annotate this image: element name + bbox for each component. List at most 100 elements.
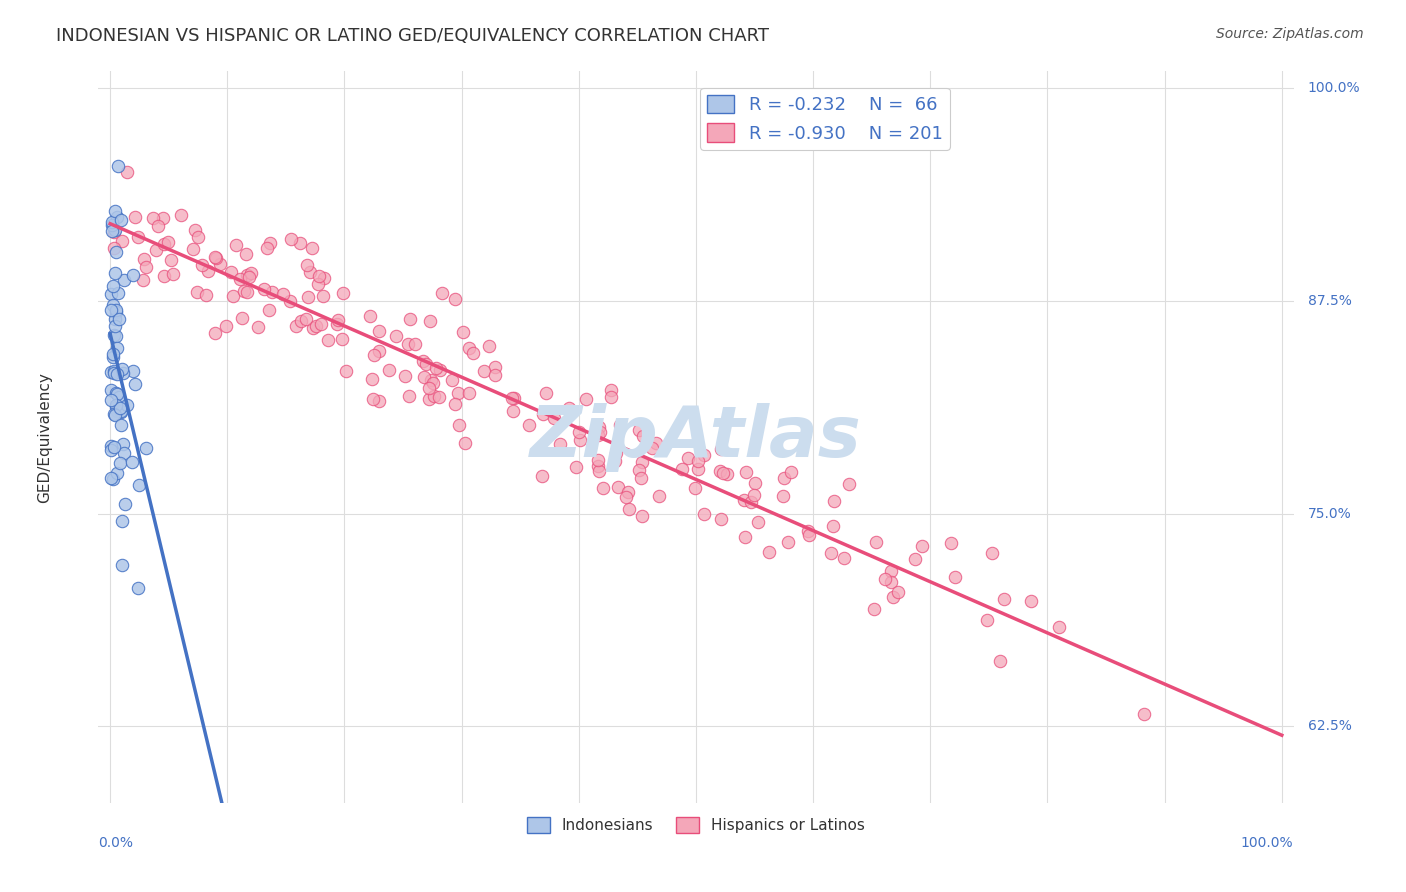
Point <box>686 454 709 468</box>
Text: Source: ZipAtlas.com: Source: ZipAtlas.com <box>1216 27 1364 41</box>
Point <box>484 360 506 375</box>
Point <box>693 448 716 462</box>
Point <box>107 390 129 404</box>
Point <box>543 411 565 425</box>
Point <box>103 311 125 326</box>
Point <box>419 373 441 387</box>
Point <box>326 317 349 331</box>
Point <box>880 564 903 578</box>
Point <box>418 381 440 395</box>
Point <box>588 428 610 442</box>
Point <box>1047 620 1070 634</box>
Point <box>863 602 886 616</box>
Point <box>103 367 125 381</box>
Point <box>605 446 627 460</box>
Point <box>105 304 128 318</box>
Point <box>454 436 477 450</box>
Text: 0.0%: 0.0% <box>98 836 134 850</box>
Point <box>501 391 523 405</box>
Point <box>146 219 169 233</box>
Point <box>630 470 652 484</box>
Point <box>911 540 934 554</box>
Point <box>440 372 463 386</box>
Point <box>153 236 176 251</box>
Point <box>609 418 631 433</box>
Point <box>614 491 637 505</box>
Point <box>484 368 506 382</box>
Point <box>430 286 453 301</box>
Point <box>627 423 650 437</box>
Point <box>135 441 157 455</box>
Point <box>295 258 318 272</box>
Point <box>225 238 247 252</box>
Point <box>797 528 820 542</box>
Point <box>184 223 207 237</box>
Point <box>112 437 135 451</box>
Point <box>865 535 887 549</box>
Point <box>215 318 238 333</box>
Point <box>617 502 640 516</box>
Point <box>311 317 333 331</box>
Point <box>399 311 422 326</box>
Point <box>588 453 610 467</box>
Point <box>222 288 245 302</box>
Point <box>235 247 257 261</box>
Point <box>236 268 259 282</box>
Point <box>104 318 127 333</box>
Point <box>747 515 769 529</box>
Point <box>444 293 467 307</box>
Point <box>229 272 252 286</box>
Point <box>631 455 654 469</box>
Point <box>530 469 553 483</box>
Text: 62.5%: 62.5% <box>1308 719 1351 733</box>
Point <box>385 329 408 343</box>
Text: 87.5%: 87.5% <box>1308 294 1351 308</box>
Point <box>107 286 129 301</box>
Point <box>204 250 226 264</box>
Point <box>396 336 419 351</box>
Point <box>693 507 716 521</box>
Point <box>589 425 612 439</box>
Point <box>103 351 125 365</box>
Point <box>208 257 231 271</box>
Point <box>797 524 820 539</box>
Point <box>105 403 128 417</box>
Point <box>110 213 132 227</box>
Point <box>534 386 557 401</box>
Point <box>311 289 333 303</box>
Point <box>678 451 700 466</box>
Point <box>280 232 302 246</box>
Point <box>111 515 134 529</box>
Point <box>307 277 329 292</box>
Point <box>447 386 470 401</box>
Point <box>104 400 127 414</box>
Point <box>100 383 122 397</box>
Point <box>103 364 125 378</box>
Point <box>290 314 312 328</box>
Point <box>101 298 124 312</box>
Point <box>588 420 610 434</box>
Point <box>127 229 149 244</box>
Point <box>100 471 122 485</box>
Point <box>335 364 357 378</box>
Point <box>359 309 381 323</box>
Point <box>101 215 124 229</box>
Point <box>284 319 307 334</box>
Point <box>231 311 253 326</box>
Point <box>297 290 319 304</box>
Point <box>260 285 283 299</box>
Point <box>631 508 654 523</box>
Point <box>423 389 446 403</box>
Point <box>107 160 129 174</box>
Point <box>734 530 756 544</box>
Point <box>548 437 571 451</box>
Point <box>121 363 143 377</box>
Point <box>128 477 150 491</box>
Point <box>301 241 323 255</box>
Point <box>111 367 134 381</box>
Point <box>458 385 481 400</box>
Point <box>709 465 731 479</box>
Point <box>628 463 651 477</box>
Point <box>194 288 217 302</box>
Point <box>519 418 541 433</box>
